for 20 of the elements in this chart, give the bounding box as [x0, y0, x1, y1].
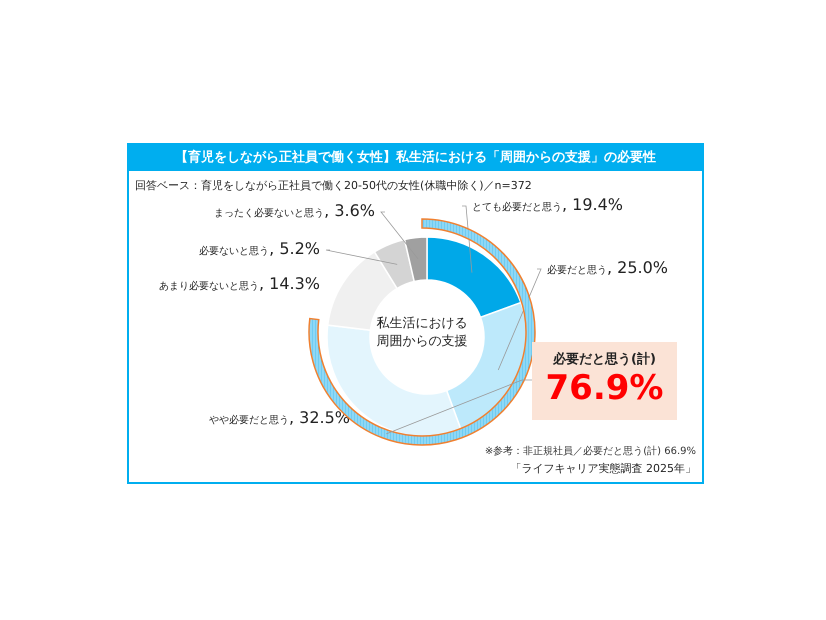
text: 私生活における — [376, 316, 468, 331]
data-label: , 3.6% — [324, 201, 375, 220]
text: 76.9% — [544, 368, 664, 408]
data-label: , 14.3% — [259, 274, 320, 293]
text: 必要だと思う(計) — [552, 350, 657, 368]
slice-label: まったく必要ないと思う — [214, 207, 324, 219]
chart-title: 【育児をしながら正社員で働く女性】私生活における「周囲からの支援」の必要性 — [129, 145, 702, 171]
text: 「ライフキャリア実態調査 2025年」 — [510, 461, 696, 476]
chart-subtitle: 回答ベース：育児をしながら正社員で働く20-50代の女性(休職中除く)／n=372 — [135, 178, 532, 193]
text: ※参考：非正規社員／必要だと思う(計) 66.9% — [484, 444, 696, 458]
text: 周囲からの支援 — [376, 334, 468, 349]
slice-label: 必要だと思う — [547, 264, 607, 276]
data-label: , 5.2% — [269, 239, 320, 258]
data-label: , 32.5% — [289, 408, 350, 427]
slice-label: とても必要だと思う — [472, 201, 562, 213]
data-label: , 19.4% — [562, 195, 623, 214]
slice-label: 必要ないと思う — [199, 245, 270, 257]
slice-label: やや必要だと思う — [209, 414, 289, 426]
slice-label: あまり必要ないと思う — [159, 280, 259, 292]
data-label: , 25.0% — [607, 258, 668, 277]
